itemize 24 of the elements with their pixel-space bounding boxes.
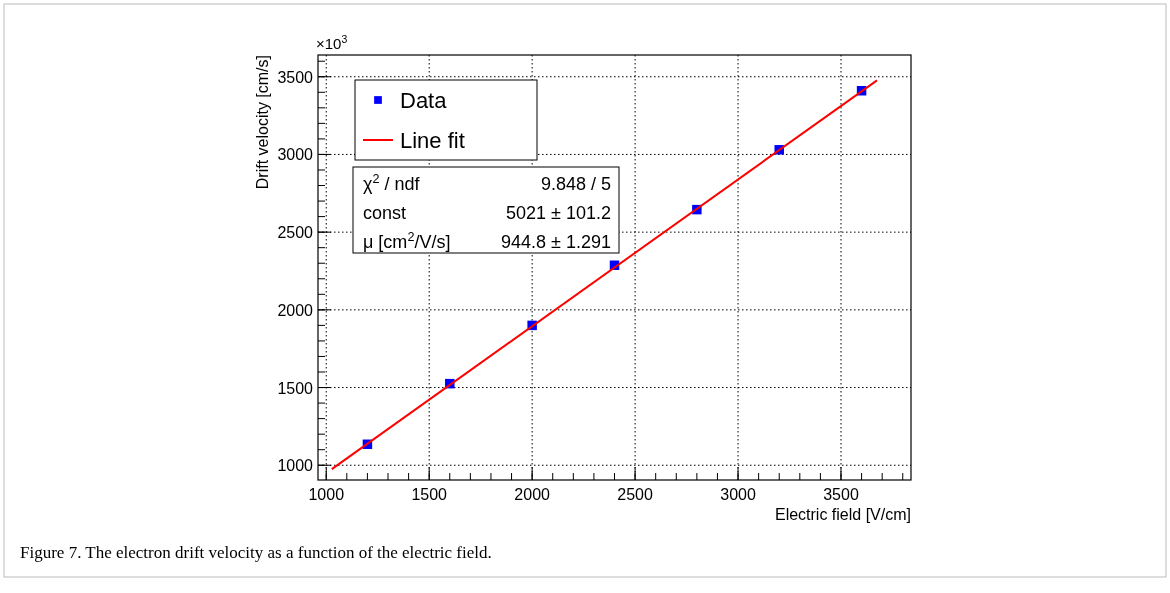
- caption: Figure 7. The electron drift velocity as a function of the electric field.: [20, 543, 492, 562]
- x-axis-title: Electric field [V/cm]: [774, 506, 911, 523]
- x-tick-label: 1000: [308, 486, 345, 503]
- annotation: χ$^{2}$ / ndf: [363, 172, 421, 194]
- annotation: 5021 ± 101.2: [506, 203, 611, 223]
- annotation: const: [363, 203, 407, 223]
- y-tick-label: 3500: [277, 68, 314, 86]
- y-tick-label: 2500: [277, 224, 314, 242]
- annotation: 9.848 / 5: [540, 174, 611, 194]
- x-tick-label: 2500: [617, 486, 653, 503]
- y-tick-label: 1000: [277, 457, 314, 475]
- y-tick-label: 2000: [277, 301, 314, 319]
- x-tick-label: 3000: [720, 486, 756, 503]
- legend-label: Data: [400, 88, 448, 113]
- x-tick-label: 1500: [411, 486, 448, 503]
- y-tick-label: 1500: [277, 379, 314, 397]
- text: ×10$^{3}$: [316, 33, 348, 52]
- legend-label: Line fit: [400, 128, 465, 153]
- x-tick-label: 2000: [514, 486, 551, 503]
- x-tick-label: 3500: [823, 486, 859, 503]
- y-tick-label: 3000: [277, 146, 314, 164]
- annotation: μ [cm$^{2}$/V/s]: [363, 230, 451, 252]
- annotation: 944.8 ± 1.291: [501, 232, 611, 252]
- y-axis-title: Drift velocity [cm/s]: [254, 55, 271, 190]
